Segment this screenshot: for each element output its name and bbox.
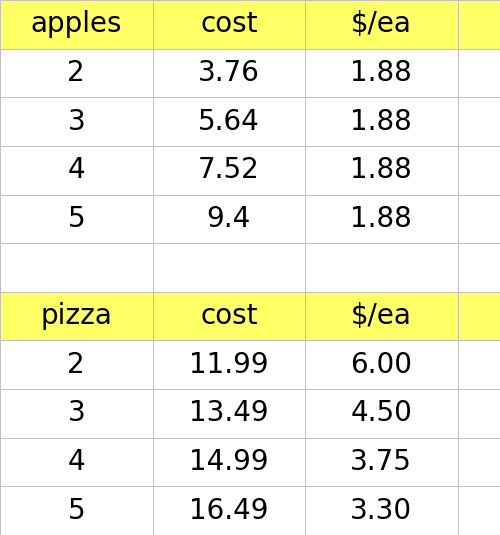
Text: 3: 3	[68, 400, 85, 427]
Bar	[458, 292, 500, 340]
Text: 7.52: 7.52	[198, 156, 260, 184]
Bar	[305, 486, 458, 535]
Bar	[152, 97, 305, 146]
Text: 2: 2	[68, 59, 85, 87]
Text: apples: apples	[30, 10, 122, 39]
Bar	[458, 97, 500, 146]
Bar	[0, 146, 152, 195]
Text: $/ea: $/ea	[351, 302, 412, 330]
Text: 4: 4	[68, 156, 85, 184]
Text: 1.88: 1.88	[350, 205, 412, 233]
Bar	[305, 0, 458, 49]
Bar	[152, 146, 305, 195]
Text: 3: 3	[68, 108, 85, 135]
Bar	[305, 97, 458, 146]
Bar	[458, 195, 500, 243]
Bar	[0, 389, 152, 438]
Bar	[305, 438, 458, 486]
Bar	[305, 292, 458, 340]
Text: 4.50: 4.50	[350, 400, 412, 427]
Text: 11.99: 11.99	[189, 351, 268, 379]
Text: 1.88: 1.88	[350, 156, 412, 184]
Bar	[305, 389, 458, 438]
Text: cost: cost	[200, 302, 258, 330]
Text: 1.88: 1.88	[350, 59, 412, 87]
Bar	[152, 49, 305, 97]
Text: 1.88: 1.88	[350, 108, 412, 135]
Bar	[0, 340, 152, 389]
Bar	[152, 486, 305, 535]
Bar	[458, 49, 500, 97]
Bar	[0, 195, 152, 243]
Bar	[458, 0, 500, 49]
Text: 5: 5	[68, 205, 85, 233]
Text: 5: 5	[68, 496, 85, 525]
Text: 16.49: 16.49	[189, 496, 268, 525]
Bar	[305, 243, 458, 292]
Text: cost: cost	[200, 10, 258, 39]
Text: $/ea: $/ea	[351, 10, 412, 39]
Bar	[458, 340, 500, 389]
Bar	[0, 49, 152, 97]
Bar	[0, 292, 152, 340]
Bar	[458, 243, 500, 292]
Bar	[152, 292, 305, 340]
Bar	[152, 438, 305, 486]
Text: 13.49: 13.49	[189, 400, 268, 427]
Bar	[152, 389, 305, 438]
Text: 14.99: 14.99	[189, 448, 268, 476]
Bar	[305, 146, 458, 195]
Bar	[305, 340, 458, 389]
Bar	[152, 243, 305, 292]
Bar	[152, 0, 305, 49]
Bar	[458, 389, 500, 438]
Bar	[305, 49, 458, 97]
Bar	[305, 195, 458, 243]
Text: pizza: pizza	[40, 302, 112, 330]
Bar	[0, 486, 152, 535]
Text: 9.4: 9.4	[206, 205, 251, 233]
Text: 2: 2	[68, 351, 85, 379]
Text: 3.30: 3.30	[350, 496, 412, 525]
Bar	[0, 97, 152, 146]
Bar	[458, 146, 500, 195]
Bar	[152, 195, 305, 243]
Text: 4: 4	[68, 448, 85, 476]
Text: 3.75: 3.75	[350, 448, 412, 476]
Text: 6.00: 6.00	[350, 351, 412, 379]
Bar	[458, 438, 500, 486]
Bar	[152, 340, 305, 389]
Text: 5.64: 5.64	[198, 108, 260, 135]
Bar	[458, 486, 500, 535]
Text: 3.76: 3.76	[198, 59, 260, 87]
Bar	[0, 243, 152, 292]
Bar	[0, 0, 152, 49]
Bar	[0, 438, 152, 486]
